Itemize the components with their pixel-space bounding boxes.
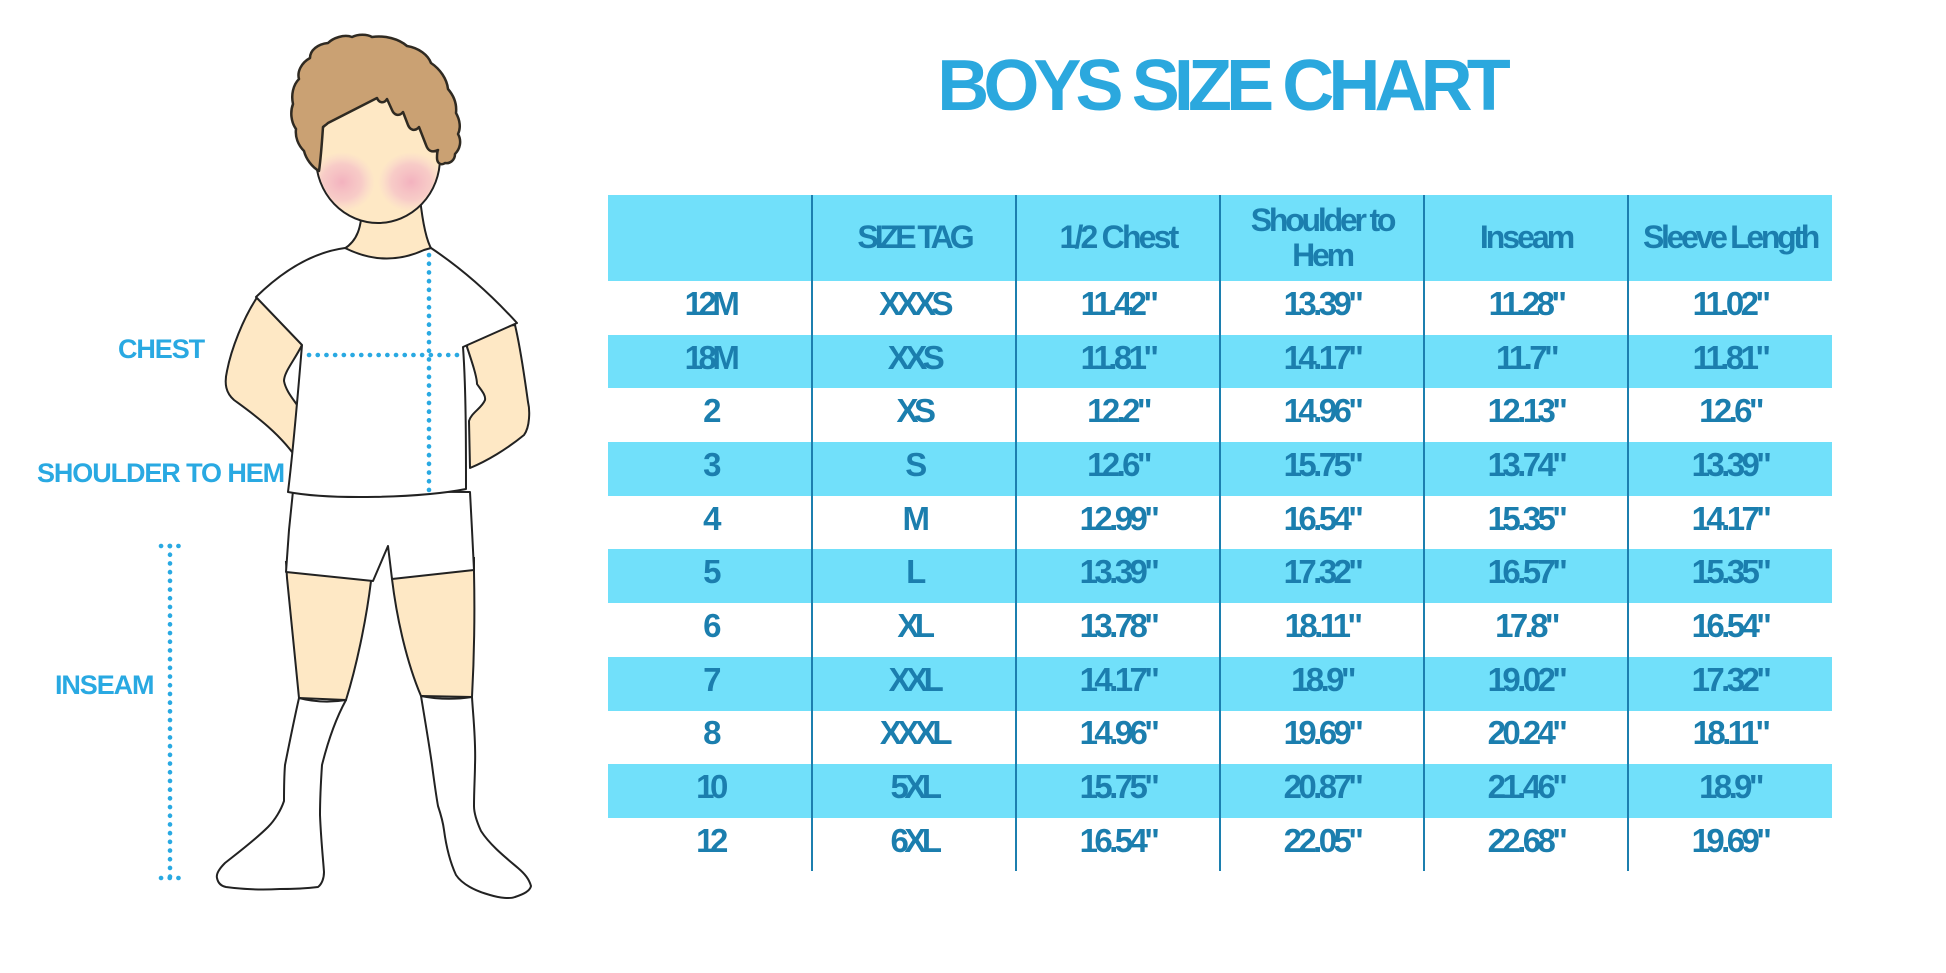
svg-text:CHEST: CHEST <box>118 334 206 364</box>
svg-text:SHOULDER TO HEM: SHOULDER TO HEM <box>37 458 284 488</box>
svg-text:INSEAM: INSEAM <box>55 670 153 700</box>
